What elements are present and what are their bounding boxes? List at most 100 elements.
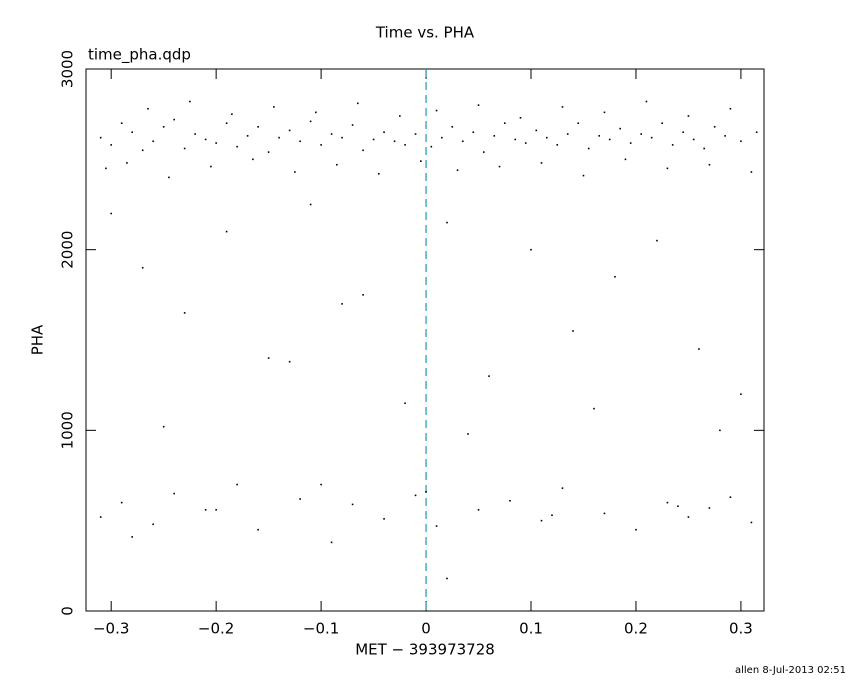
point xyxy=(246,135,249,137)
x-tick-label: 0.3 xyxy=(729,620,753,638)
point xyxy=(278,136,280,139)
point xyxy=(729,107,732,110)
point xyxy=(687,115,690,117)
point xyxy=(687,516,690,518)
point xyxy=(351,503,354,506)
point xyxy=(566,133,569,135)
point xyxy=(357,102,359,105)
point xyxy=(204,509,207,511)
point xyxy=(215,142,217,144)
point xyxy=(236,145,238,148)
point xyxy=(204,138,207,141)
point xyxy=(451,126,454,128)
point xyxy=(482,151,485,153)
point xyxy=(168,176,170,179)
point xyxy=(703,147,705,150)
point xyxy=(194,133,196,135)
point xyxy=(315,111,317,114)
y-axis-label: PHA xyxy=(29,324,47,355)
point xyxy=(330,541,333,544)
point xyxy=(698,348,700,350)
point xyxy=(420,160,422,162)
point xyxy=(614,275,616,278)
point xyxy=(372,138,375,141)
point xyxy=(493,135,496,137)
point xyxy=(740,140,742,143)
point xyxy=(582,174,585,177)
point xyxy=(383,131,385,134)
point xyxy=(225,230,228,233)
point xyxy=(682,131,684,134)
point xyxy=(110,212,112,215)
point xyxy=(540,162,543,164)
point xyxy=(629,142,632,144)
point xyxy=(341,303,343,305)
point xyxy=(147,107,149,110)
point xyxy=(477,104,480,106)
point xyxy=(577,122,580,124)
point xyxy=(299,140,301,143)
point xyxy=(110,144,112,146)
point xyxy=(650,136,653,139)
point xyxy=(593,407,595,410)
point xyxy=(252,158,254,161)
point xyxy=(383,518,385,520)
point xyxy=(750,521,753,524)
y-tick-label: 1000 xyxy=(59,411,77,449)
point xyxy=(236,483,238,486)
point xyxy=(425,490,427,493)
point xyxy=(288,360,291,363)
point xyxy=(656,239,658,242)
point xyxy=(461,140,464,143)
point xyxy=(640,133,643,135)
point xyxy=(666,501,669,504)
point xyxy=(587,147,590,150)
point xyxy=(231,113,233,115)
point xyxy=(619,127,622,130)
point xyxy=(677,505,679,508)
footer: allen 8-Jul-2013 02:51 xyxy=(735,665,846,676)
point xyxy=(624,158,627,161)
point xyxy=(724,135,726,137)
point xyxy=(288,129,291,132)
point xyxy=(173,118,175,121)
point xyxy=(210,165,212,168)
point xyxy=(561,487,564,489)
point xyxy=(488,375,490,377)
point xyxy=(183,147,186,150)
point xyxy=(545,136,548,139)
point xyxy=(750,171,753,173)
point xyxy=(378,172,380,175)
point xyxy=(294,171,296,173)
point xyxy=(267,357,270,359)
x-tick-label: −0.2 xyxy=(198,620,234,638)
point xyxy=(162,126,165,128)
point xyxy=(430,145,433,148)
point xyxy=(152,523,154,526)
point xyxy=(708,507,711,509)
x-axis-label: MET − 393973728 xyxy=(355,641,495,659)
point xyxy=(120,501,123,504)
point xyxy=(414,133,417,135)
point xyxy=(362,294,364,296)
point xyxy=(336,163,338,166)
point xyxy=(309,203,312,206)
point xyxy=(446,577,448,580)
point xyxy=(404,402,406,405)
point xyxy=(257,126,259,128)
x-tick-label: −0.3 xyxy=(93,620,129,638)
point xyxy=(530,248,532,251)
point xyxy=(572,330,574,332)
point xyxy=(435,109,438,112)
plot-frame xyxy=(85,68,765,612)
point xyxy=(666,167,669,170)
y-tick-label: 0 xyxy=(59,606,77,616)
point xyxy=(540,519,543,522)
point xyxy=(477,509,480,511)
point xyxy=(225,122,228,124)
point xyxy=(708,163,711,166)
point xyxy=(498,165,501,168)
point xyxy=(257,528,259,531)
point xyxy=(598,135,601,137)
